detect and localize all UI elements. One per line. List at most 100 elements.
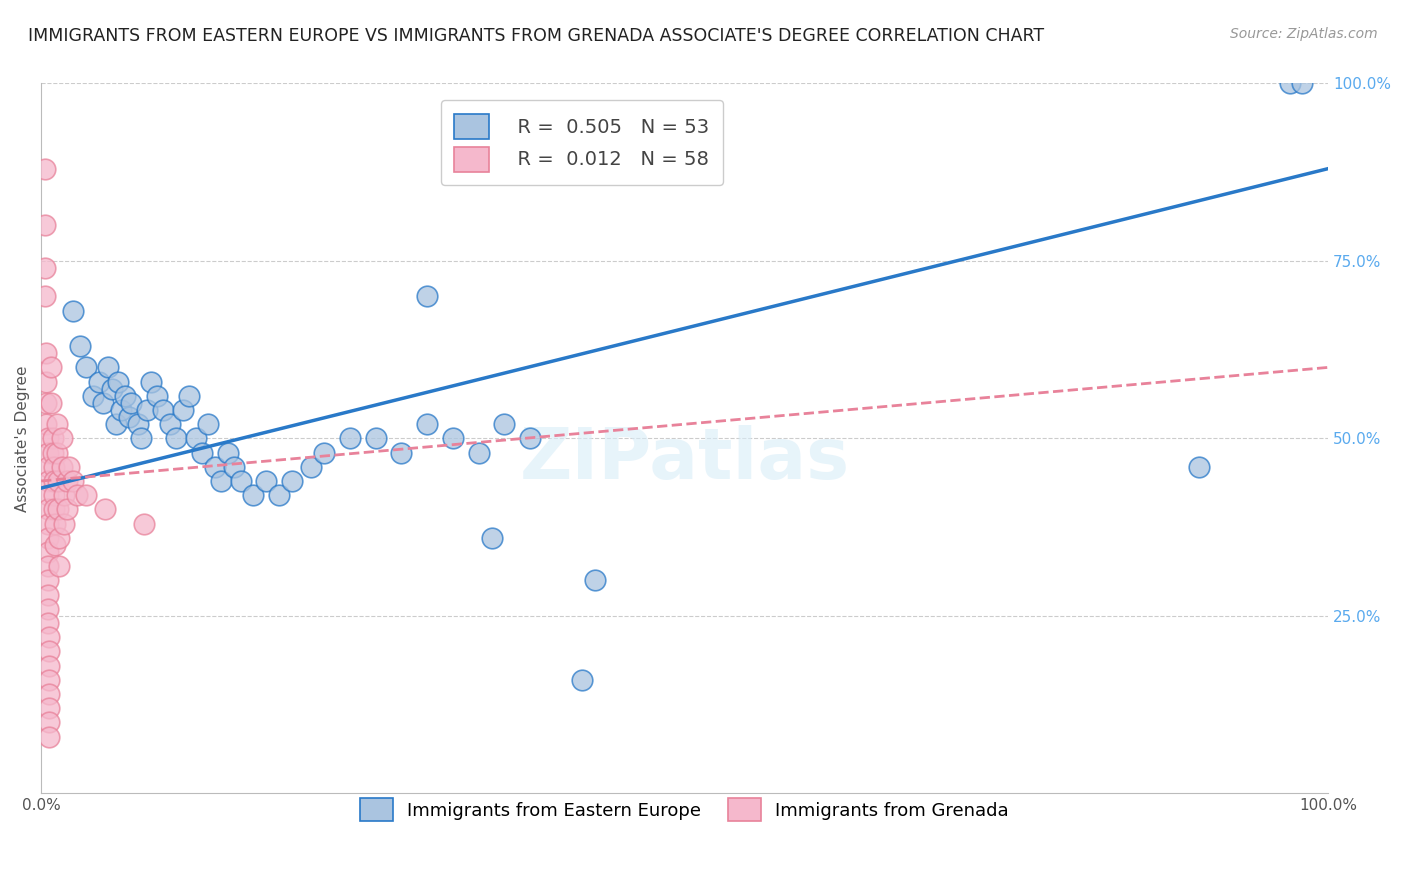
Point [269, 488, 291, 502]
Point [152, 403, 174, 417]
Point [51, 459, 73, 474]
Point [38, 730, 60, 744]
Point [46, 502, 69, 516]
Point [38, 701, 60, 715]
Point [38, 673, 60, 687]
Point [37, 574, 59, 588]
Point [132, 516, 155, 531]
Point [87, 375, 110, 389]
Point [34, 289, 56, 303]
Point [416, 417, 439, 432]
Point [139, 375, 162, 389]
Point [117, 410, 139, 425]
Point [34, 219, 56, 233]
Point [75, 360, 97, 375]
Point [34, 161, 56, 176]
Point [131, 431, 153, 445]
Point [48, 559, 70, 574]
Point [1291, 77, 1313, 91]
Point [179, 389, 201, 403]
Point [51, 431, 73, 445]
Point [37, 516, 59, 531]
Point [97, 360, 120, 375]
Point [107, 375, 129, 389]
Point [1188, 459, 1211, 474]
Point [75, 488, 97, 502]
Point [37, 431, 59, 445]
Point [66, 488, 89, 502]
Point [299, 459, 322, 474]
Point [37, 488, 59, 502]
Point [56, 502, 79, 516]
Point [58, 459, 80, 474]
Point [56, 474, 79, 488]
Point [481, 531, 503, 545]
Point [41, 360, 63, 375]
Point [242, 488, 264, 502]
Point [37, 559, 59, 574]
Point [184, 431, 207, 445]
Point [494, 417, 516, 432]
Point [1278, 77, 1301, 91]
Point [204, 459, 226, 474]
Point [48, 531, 70, 545]
Point [37, 545, 59, 559]
Point [135, 403, 157, 417]
Point [62, 303, 84, 318]
Point [38, 658, 60, 673]
Point [209, 474, 232, 488]
Point [44, 538, 66, 552]
Point [197, 417, 219, 432]
Point [571, 673, 593, 687]
Point [35, 375, 58, 389]
Point [35, 346, 58, 360]
Point [120, 396, 142, 410]
Point [339, 431, 361, 445]
Point [82, 389, 104, 403]
Text: Source: ZipAtlas.com: Source: ZipAtlas.com [1230, 27, 1378, 41]
Point [42, 502, 65, 516]
Point [583, 574, 606, 588]
Point [44, 516, 66, 531]
Point [114, 389, 136, 403]
Point [519, 431, 541, 445]
Point [42, 474, 65, 488]
Point [101, 382, 124, 396]
Point [94, 502, 117, 516]
Point [42, 488, 65, 502]
Point [34, 260, 56, 275]
Point [41, 445, 63, 459]
Legend: Immigrants from Eastern Europe, Immigrants from Grenada: Immigrants from Eastern Europe, Immigran… [347, 786, 1022, 834]
Y-axis label: Associate's Degree: Associate's Degree [15, 365, 30, 512]
Point [37, 615, 59, 630]
Text: IMMIGRANTS FROM EASTERN EUROPE VS IMMIGRANTS FROM GRENADA ASSOCIATE'S DEGREE COR: IMMIGRANTS FROM EASTERN EUROPE VS IMMIGR… [28, 27, 1045, 45]
Point [35, 396, 58, 410]
Point [41, 396, 63, 410]
Point [45, 445, 67, 459]
Point [159, 417, 181, 432]
Point [53, 488, 76, 502]
Point [37, 502, 59, 516]
Point [146, 389, 169, 403]
Text: ZIPatlas: ZIPatlas [520, 425, 849, 494]
Point [69, 339, 91, 353]
Point [37, 601, 59, 615]
Point [229, 474, 252, 488]
Point [91, 396, 114, 410]
Point [38, 687, 60, 701]
Point [41, 431, 63, 445]
Point [53, 516, 76, 531]
Point [38, 630, 60, 644]
Point [45, 417, 67, 432]
Point [37, 445, 59, 459]
Point [37, 588, 59, 602]
Point [42, 459, 65, 474]
Point [62, 474, 84, 488]
Point [37, 531, 59, 545]
Point [165, 431, 187, 445]
Point [224, 459, 246, 474]
Point [172, 403, 194, 417]
Point [104, 417, 127, 432]
Point [314, 445, 336, 459]
Point [467, 445, 489, 459]
